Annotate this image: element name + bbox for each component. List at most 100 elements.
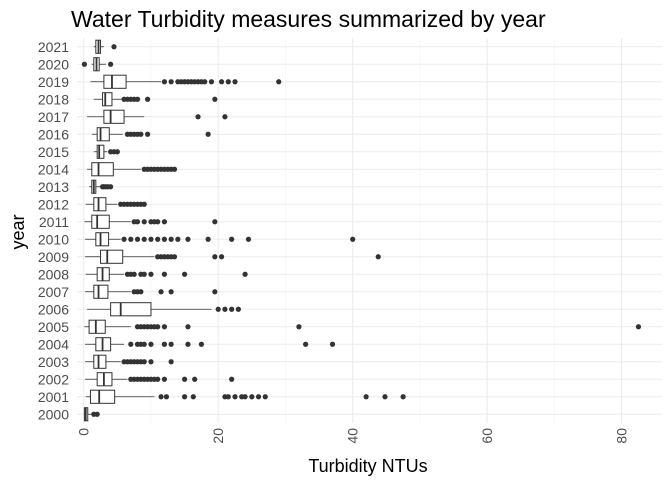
box-2001 — [85, 389, 406, 404]
outlier-point — [128, 341, 134, 347]
outlier-point — [141, 271, 147, 277]
iqr-box — [93, 284, 109, 299]
outlier-point — [108, 184, 114, 190]
outlier-point — [121, 236, 127, 242]
outlier-point — [262, 394, 268, 400]
iqr-box — [103, 74, 127, 89]
outlier-point — [155, 324, 161, 330]
outlier-point — [229, 306, 235, 312]
outlier-point — [195, 114, 201, 120]
outlier-point — [155, 219, 161, 225]
outlier-point — [161, 236, 168, 242]
outlier-point — [161, 79, 168, 85]
outlier-point — [148, 341, 154, 347]
outlier-point — [242, 394, 248, 400]
outlier-point — [218, 254, 225, 260]
x-tick-label: 20 — [210, 428, 226, 444]
outlier-point — [148, 236, 154, 242]
iqr-box — [110, 302, 152, 317]
box-2008 — [85, 267, 248, 282]
x-tick-label: 60 — [479, 428, 495, 444]
outlier-point — [232, 394, 238, 400]
outlier-point — [192, 376, 198, 382]
outlier-point — [141, 236, 147, 242]
outlier-point — [375, 254, 381, 260]
outlier-point — [134, 236, 141, 242]
y-tick-label: 2019 — [38, 74, 69, 90]
outlier-point — [235, 306, 241, 312]
outlier-point — [171, 254, 178, 260]
outlier-point — [108, 61, 114, 67]
box-2016 — [91, 127, 211, 142]
box-2020 — [81, 57, 114, 72]
y-tick-label: 2014 — [38, 161, 69, 177]
box-2021 — [93, 39, 117, 54]
outlier-point — [145, 96, 151, 102]
chart-title: Water Turbidity measures summarized by y… — [71, 6, 546, 32]
outlier-point — [329, 341, 336, 347]
box-2017 — [87, 109, 228, 124]
outlier-point — [222, 114, 228, 120]
outlier-point — [225, 79, 231, 85]
outlier-point — [161, 376, 168, 382]
box-2014 — [87, 162, 178, 177]
outlier-point — [218, 79, 225, 85]
outlier-point — [134, 96, 141, 102]
outlier-point — [161, 271, 168, 277]
outlier-point — [141, 201, 147, 207]
outlier-point — [363, 394, 369, 400]
box-2010 — [85, 232, 356, 247]
y-tick-label: 2000 — [38, 406, 69, 422]
outlier-point — [232, 79, 238, 85]
outlier-point — [255, 394, 262, 400]
outlier-point — [181, 394, 188, 400]
outlier-point — [145, 131, 151, 137]
outlier-point — [168, 359, 174, 365]
box-2015 — [93, 144, 120, 159]
outlier-point — [190, 394, 196, 400]
outlier-point — [161, 219, 168, 225]
outlier-point — [168, 341, 174, 347]
y-tick-label: 2017 — [38, 109, 69, 125]
outlier-point — [212, 96, 218, 102]
y-tick-label: 2018 — [38, 91, 69, 107]
outlier-point — [148, 359, 154, 365]
iqr-box — [95, 232, 110, 247]
grid — [77, 38, 662, 423]
outlier-point — [158, 289, 164, 295]
y-tick-label: 2005 — [38, 319, 69, 335]
outlier-point — [168, 289, 174, 295]
iqr-box — [91, 162, 114, 177]
outlier-point — [134, 219, 141, 225]
y-tick-label: 2004 — [38, 336, 69, 352]
outlier-point — [198, 341, 204, 347]
outlier-point — [303, 341, 309, 347]
outlier-point — [138, 131, 144, 137]
box-2003 — [85, 354, 174, 369]
outlier-point — [276, 79, 282, 85]
outlier-point — [222, 306, 228, 312]
outlier-point — [168, 236, 174, 242]
box-2009 — [85, 249, 381, 264]
iqr-box — [96, 127, 110, 142]
x-tick-labels: 0 20 40 60 80 — [76, 428, 630, 444]
y-tick-label: 2015 — [38, 144, 69, 160]
outlier-point — [185, 324, 191, 330]
outlier-point — [141, 359, 147, 365]
outlier-point — [163, 394, 170, 400]
outlier-point — [181, 271, 188, 277]
iqr-box — [89, 389, 116, 404]
outlier-point — [296, 324, 302, 330]
box-2000 — [83, 407, 100, 422]
y-tick-label: 2016 — [38, 126, 69, 142]
outlier-point — [212, 254, 218, 260]
box-2019 — [90, 74, 282, 89]
y-tick-label: 2012 — [38, 196, 69, 212]
outlier-point — [155, 236, 161, 242]
outlier-point — [229, 376, 235, 382]
box-2012 — [85, 197, 147, 212]
y-tick-label: 2001 — [38, 389, 69, 405]
y-tick-label: 2011 — [39, 214, 69, 230]
y-tick-label: 2006 — [38, 301, 69, 317]
